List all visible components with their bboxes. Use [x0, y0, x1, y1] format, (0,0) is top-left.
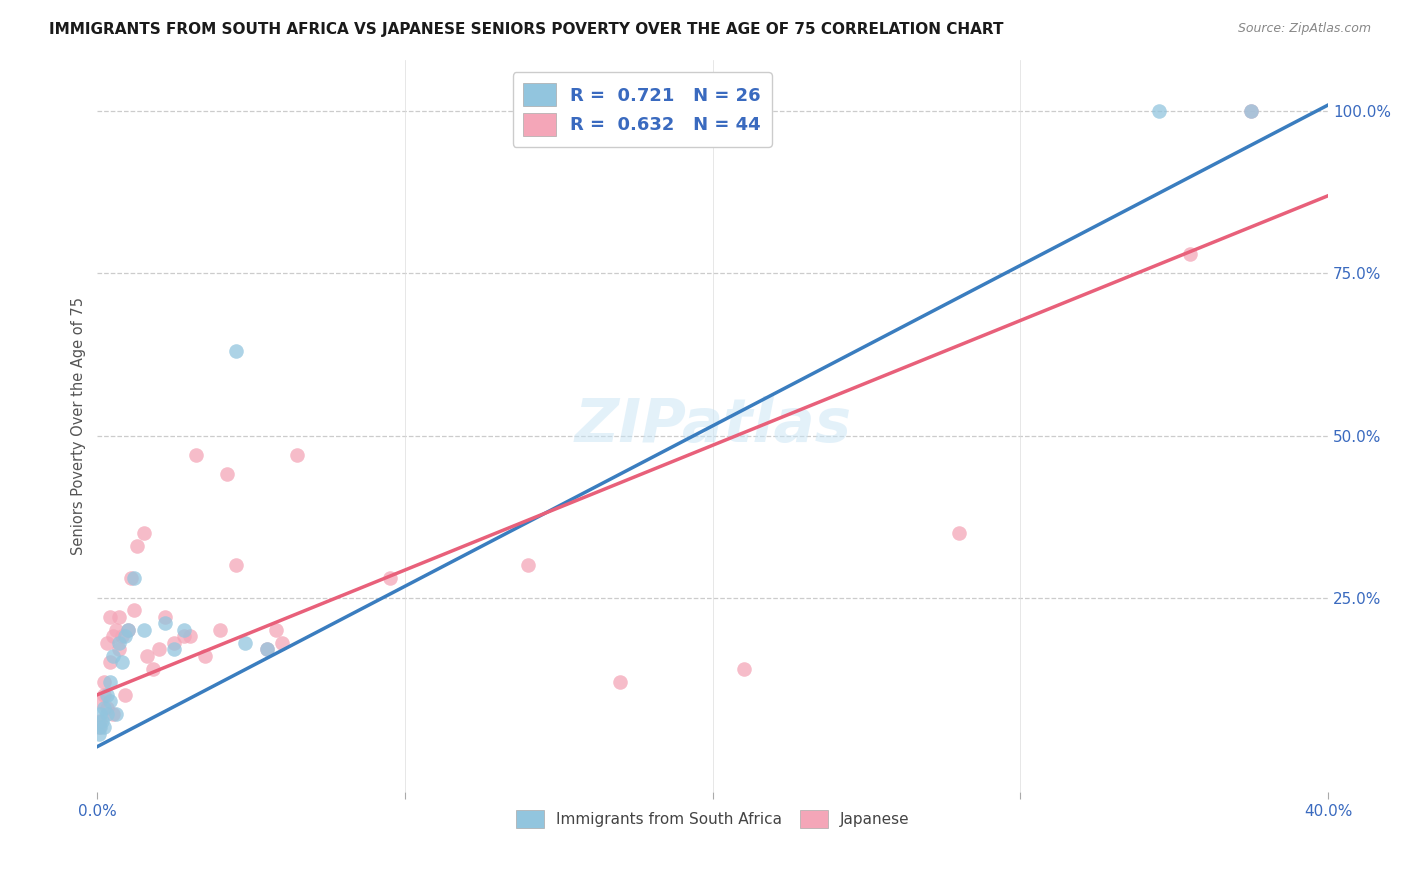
Point	[93, 700, 115, 714]
Y-axis label: Seniors Poverty Over the Age of 75: Seniors Poverty Over the Age of 75	[72, 297, 86, 555]
Point	[609, 674, 631, 689]
Point	[378, 571, 401, 585]
Point	[517, 558, 540, 573]
Point	[1240, 104, 1263, 119]
Point	[108, 642, 131, 657]
Point	[184, 448, 207, 462]
Point	[163, 636, 186, 650]
Point	[89, 707, 111, 722]
Point	[101, 707, 124, 722]
Point	[127, 539, 149, 553]
Point	[124, 571, 146, 585]
Point	[114, 629, 136, 643]
Point	[98, 674, 121, 689]
Point	[111, 656, 134, 670]
Point	[108, 610, 131, 624]
Text: ZIPatlas: ZIPatlas	[574, 396, 851, 455]
Point	[179, 629, 201, 643]
Point	[142, 662, 165, 676]
Point	[96, 707, 118, 722]
Point	[101, 629, 124, 643]
Point	[271, 636, 294, 650]
Point	[93, 688, 115, 702]
Point	[1240, 104, 1263, 119]
Point	[132, 525, 155, 540]
Point	[117, 623, 139, 637]
Point	[256, 642, 278, 657]
Point	[89, 694, 111, 708]
Point	[132, 623, 155, 637]
Point	[215, 467, 238, 482]
Point	[194, 648, 217, 663]
Point	[264, 623, 287, 637]
Point	[135, 648, 157, 663]
Point	[93, 674, 115, 689]
Point	[117, 623, 139, 637]
Point	[948, 525, 970, 540]
Text: IMMIGRANTS FROM SOUTH AFRICA VS JAPANESE SENIORS POVERTY OVER THE AGE OF 75 CORR: IMMIGRANTS FROM SOUTH AFRICA VS JAPANESE…	[49, 22, 1004, 37]
Point	[163, 642, 186, 657]
Point	[91, 714, 114, 728]
Legend: Immigrants from South Africa, Japanese: Immigrants from South Africa, Japanese	[509, 803, 917, 836]
Point	[173, 623, 195, 637]
Point	[93, 720, 115, 734]
Point	[89, 720, 111, 734]
Point	[733, 662, 755, 676]
Point	[233, 636, 256, 650]
Point	[256, 642, 278, 657]
Point	[96, 636, 118, 650]
Point	[104, 623, 127, 637]
Point	[98, 694, 121, 708]
Point	[148, 642, 170, 657]
Point	[87, 726, 110, 740]
Point	[108, 636, 131, 650]
Point	[96, 700, 118, 714]
Point	[104, 707, 127, 722]
Point	[98, 610, 121, 624]
Text: Source: ZipAtlas.com: Source: ZipAtlas.com	[1237, 22, 1371, 36]
Point	[1147, 104, 1170, 119]
Point	[114, 688, 136, 702]
Point	[98, 656, 121, 670]
Point	[225, 344, 247, 359]
Point	[101, 648, 124, 663]
Point	[153, 610, 176, 624]
Point	[96, 688, 118, 702]
Point	[124, 603, 146, 617]
Point	[285, 448, 308, 462]
Point	[89, 714, 111, 728]
Point	[209, 623, 232, 637]
Point	[225, 558, 247, 573]
Point	[1178, 247, 1201, 261]
Point	[111, 629, 134, 643]
Point	[153, 616, 176, 631]
Point	[120, 571, 142, 585]
Point	[173, 629, 195, 643]
Point	[87, 720, 110, 734]
